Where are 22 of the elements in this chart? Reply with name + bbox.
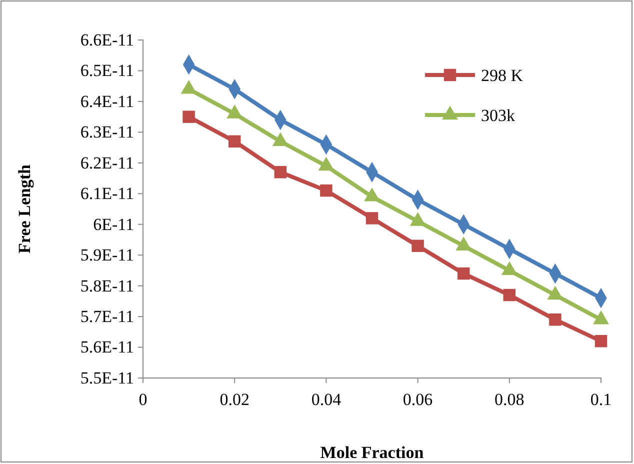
y-tick-label: 5.9E-11 (80, 246, 134, 265)
x-tick-label: 0 (138, 390, 148, 410)
x-tick-label: 0.02 (220, 390, 250, 410)
y-tick-label: 5.6E-11 (80, 338, 134, 357)
y-tick-label: 6E-11 (93, 214, 134, 234)
y-tick-label: 5.5E-11 (80, 368, 134, 388)
legend-label: 298 K (481, 66, 524, 85)
y-axis-title: Free Length (15, 164, 34, 254)
y-tick-label: 5.8E-11 (80, 276, 134, 296)
y-tick-label: 6.1E-11 (80, 184, 134, 204)
y-tick-label: 6.2E-11 (80, 153, 134, 172)
x-tick-label: 0.08 (494, 390, 524, 410)
y-tick-label: 6.6E-11 (80, 30, 134, 50)
legend-label: 303k (481, 106, 516, 125)
y-tick-label: 6.4E-11 (80, 92, 134, 111)
x-axis-title: Mole Fraction (320, 443, 424, 462)
y-tick-label: 6.5E-11 (80, 61, 134, 80)
x-tick-label: 0.1 (590, 390, 612, 410)
x-tick-label: 0.04 (311, 390, 342, 410)
y-tick-label: 6.3E-11 (80, 122, 134, 142)
y-tick-label: 5.7E-11 (80, 306, 134, 326)
x-tick-label: 0.06 (402, 390, 433, 410)
